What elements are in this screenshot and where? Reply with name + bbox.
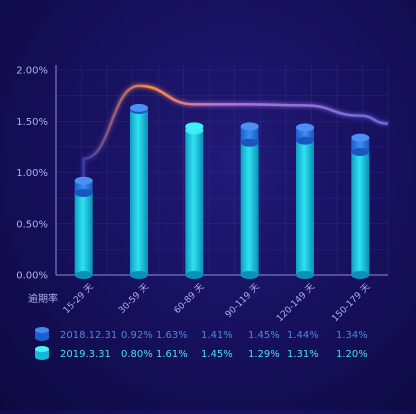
- legend-swatch: [35, 330, 49, 338]
- grid-lines: [55, 65, 389, 276]
- bar-base-2019: [240, 271, 259, 279]
- bar-top-2018: [240, 122, 259, 131]
- legend-value: 1.45%: [248, 330, 280, 341]
- bar-top-2018: [130, 103, 148, 112]
- legend-swatch-base: [35, 335, 49, 341]
- y-tick-label: 1.00%: [16, 168, 48, 179]
- bar-base-2019: [296, 271, 314, 279]
- bar-top-2018: [296, 123, 314, 132]
- bar-base-2019: [74, 271, 93, 279]
- bars: [74, 103, 370, 279]
- y-tick-label: 0.00%: [16, 271, 48, 282]
- legend-row-2018: 2018.12.31 0.92% 1.63% 1.41% 1.45% 1.44% 1.34%: [35, 327, 368, 341]
- legend-value: 1.41%: [201, 330, 233, 341]
- x-tick-label: 120-149 天: [275, 282, 317, 324]
- legend-series-name: 2019.3.31: [60, 349, 111, 360]
- bar-2019: [240, 142, 259, 275]
- bar-2019: [130, 109, 148, 275]
- bar-top-2018: [351, 133, 370, 142]
- bar-top-2018: [74, 176, 93, 185]
- legend-series-name: 2018.12.31: [60, 330, 117, 341]
- y-tick-label: 0.50%: [16, 219, 48, 230]
- legend-swatch-top: [35, 327, 49, 333]
- legend-value: 1.44%: [287, 330, 319, 341]
- x-tick-label: 150-179 天: [330, 282, 372, 324]
- legend-table: 2018.12.31 0.92% 1.63% 1.41% 1.45% 1.44% 1.34%…: [35, 327, 368, 360]
- bar-2019: [351, 152, 370, 275]
- y-axis-title: 逾期率: [28, 292, 58, 305]
- trend-curve: [82, 84, 389, 189]
- bar-2018: [240, 126, 259, 143]
- y-axis: 0.00% 0.50% 1.00% 1.50% 2.00%: [16, 65, 388, 282]
- legend-swatch: [35, 349, 49, 357]
- x-tick-label: 15-29 天: [62, 282, 96, 316]
- bar-base-2019: [130, 271, 148, 279]
- bar-cap-base-2018: [74, 189, 93, 197]
- x-tick-label: 60-89 天: [173, 282, 207, 316]
- legend-value: 1.61%: [156, 349, 188, 360]
- bar-cap-base-2018: [296, 136, 314, 145]
- x-tick-label: 30-59 天: [117, 282, 151, 316]
- bar-cap-base-2018: [240, 138, 259, 147]
- bar-2019: [185, 126, 204, 275]
- legend-value: 1.34%: [336, 330, 368, 341]
- legend-row-2019: 2019.3.31 0.80% 1.61% 1.45% 1.29% 1.31% 1.20%: [35, 346, 368, 360]
- y-tick-label: 1.50%: [16, 117, 48, 128]
- bar-2018: [351, 137, 370, 152]
- legend-value: 0.92%: [121, 330, 153, 341]
- bar-2019: [296, 140, 314, 275]
- bar-base-2019: [185, 271, 204, 279]
- bar-base-2019: [351, 271, 370, 279]
- x-axis-labels: 15-29 天 30-59 天 60-89 天 90-119 天 120-149 天 15…: [62, 282, 373, 324]
- x-tick-label: 90-119 天: [224, 282, 262, 320]
- y-tick-label: 2.00%: [16, 66, 48, 77]
- legend-value: 1.31%: [287, 349, 319, 360]
- legend-value: 1.20%: [336, 349, 368, 360]
- legend-swatch-top: [35, 346, 49, 352]
- legend-value: 1.29%: [248, 349, 280, 360]
- legend-value: 1.63%: [156, 330, 188, 341]
- bar-2019: [74, 193, 93, 275]
- legend-value: 1.45%: [201, 349, 233, 360]
- legend-value: 0.80%: [121, 349, 153, 360]
- legend-swatch-base: [35, 354, 49, 360]
- bar-cap-base-2018: [351, 148, 370, 156]
- bar-top-2018: [185, 126, 204, 135]
